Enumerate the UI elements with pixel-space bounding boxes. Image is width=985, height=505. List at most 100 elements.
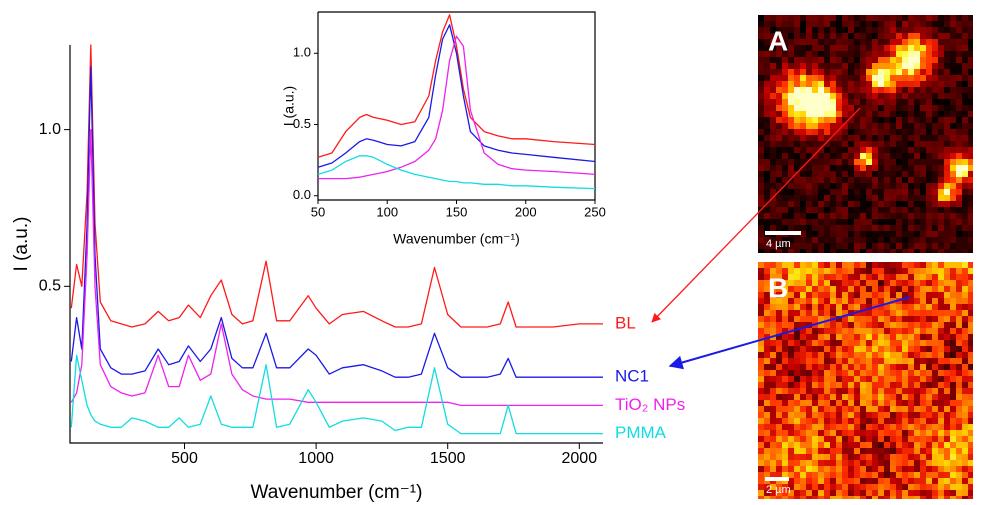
pixel: [962, 424, 968, 430]
pixel: [860, 310, 866, 316]
pixel: [872, 418, 878, 424]
pixel: [884, 310, 890, 316]
pixel: [968, 448, 973, 454]
pixel: [854, 75, 860, 81]
pixel: [872, 57, 878, 63]
pixel: [830, 87, 836, 93]
pixel: [890, 105, 896, 111]
pixel: [842, 189, 848, 195]
pixel: [806, 346, 812, 352]
pixel: [836, 316, 842, 322]
pixel: [872, 87, 878, 93]
pixel: [926, 231, 932, 237]
pixel: [758, 262, 764, 268]
pixel: [776, 346, 782, 352]
pixel: [776, 141, 782, 147]
pixel: [938, 436, 944, 442]
pixel: [890, 81, 896, 87]
pixel: [764, 51, 770, 57]
pixel: [758, 484, 764, 490]
pixel: [926, 400, 932, 406]
pixel: [926, 135, 932, 141]
pixel: [950, 75, 956, 81]
pixel: [896, 231, 902, 237]
series-label: NC1: [615, 367, 649, 386]
pixel: [824, 165, 830, 171]
pixel: [932, 117, 938, 123]
pixel: [830, 442, 836, 448]
pixel: [950, 87, 956, 93]
pixel: [866, 406, 872, 412]
pixel: [866, 51, 872, 57]
pixel: [782, 15, 788, 21]
pixel: [890, 484, 896, 490]
pixel: [848, 352, 854, 358]
pixel: [842, 207, 848, 213]
pixel: [908, 376, 914, 382]
pixel: [830, 111, 836, 117]
pixel: [884, 201, 890, 207]
pixel: [776, 87, 782, 93]
pixel: [776, 15, 782, 21]
pixel: [926, 478, 932, 484]
pixel: [944, 466, 950, 472]
pixel: [836, 436, 842, 442]
pixel: [836, 388, 842, 394]
pixel: [956, 436, 962, 442]
pixel: [914, 358, 920, 364]
pixel: [854, 454, 860, 460]
pixel: [812, 370, 818, 376]
pixel: [908, 424, 914, 430]
pixel: [962, 249, 968, 253]
pixel: [824, 454, 830, 460]
pixel: [806, 147, 812, 153]
pixel: [770, 207, 776, 213]
pixel: [842, 99, 848, 105]
pixel: [956, 147, 962, 153]
pixel: [806, 183, 812, 189]
pixel: [908, 430, 914, 436]
pixel: [824, 460, 830, 466]
pixel: [824, 237, 830, 243]
pixel: [758, 364, 764, 370]
pixel: [854, 111, 860, 117]
pixel: [776, 334, 782, 340]
pixel: [758, 454, 764, 460]
pixel: [890, 448, 896, 454]
pixel: [776, 406, 782, 412]
pixel: [758, 33, 764, 39]
pixel: [848, 189, 854, 195]
pixel: [878, 165, 884, 171]
pixel: [920, 81, 926, 87]
pixel: [920, 153, 926, 159]
pixel: [920, 183, 926, 189]
pixel: [842, 57, 848, 63]
pixel: [800, 352, 806, 358]
pixel: [860, 45, 866, 51]
pixel: [848, 135, 854, 141]
pixel: [884, 81, 890, 87]
pixel: [800, 171, 806, 177]
pixel: [812, 57, 818, 63]
pixel: [830, 183, 836, 189]
pixel: [842, 388, 848, 394]
pixel: [776, 376, 782, 382]
pixel: [938, 69, 944, 75]
pixel: [764, 352, 770, 358]
pixel: [818, 195, 824, 201]
pixel: [902, 304, 908, 310]
pixel: [788, 51, 794, 57]
pixel: [842, 352, 848, 358]
pixel: [830, 334, 836, 340]
pixel: [902, 63, 908, 69]
pixel: [776, 129, 782, 135]
pixel: [914, 189, 920, 195]
pixel: [878, 129, 884, 135]
pixel: [884, 195, 890, 201]
pixel: [818, 237, 824, 243]
pixel: [824, 262, 830, 268]
pixel: [764, 262, 770, 268]
pixel: [836, 159, 842, 165]
pixel: [800, 63, 806, 69]
pixel: [776, 243, 782, 249]
